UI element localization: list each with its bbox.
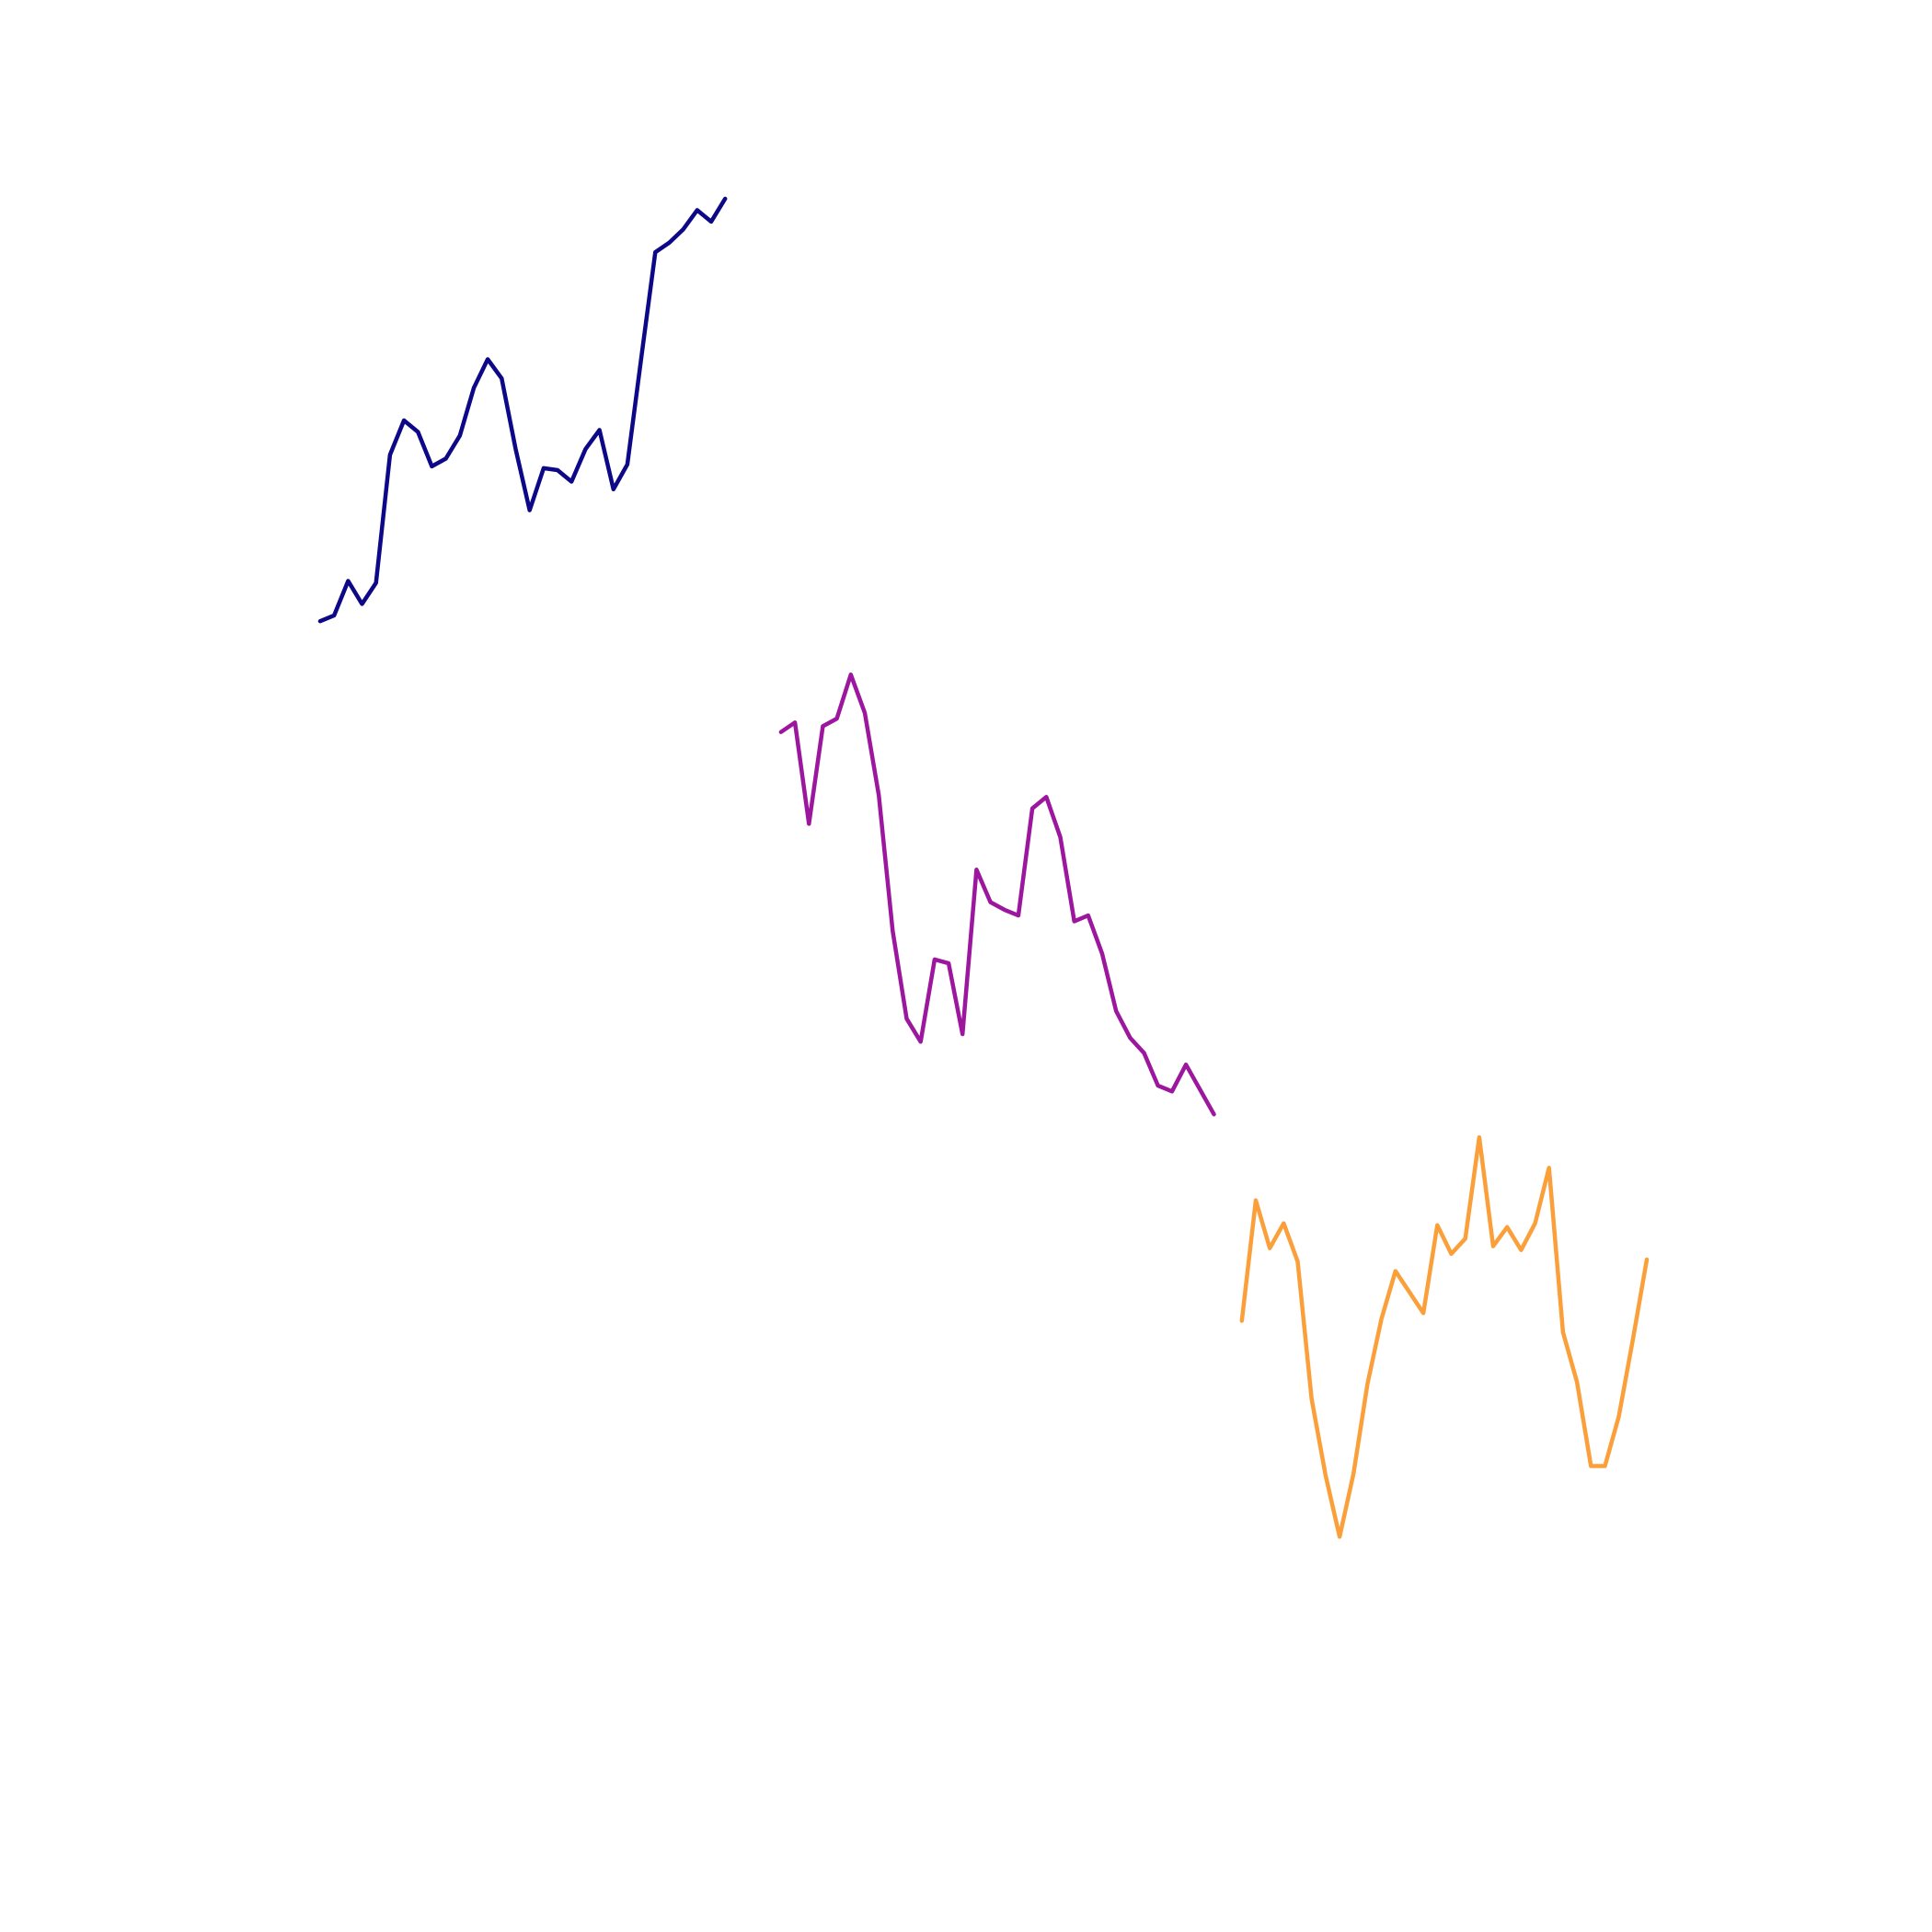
series-line-3 xyxy=(1239,1134,1650,1539)
series-line-2 xyxy=(778,673,1216,1117)
plot-area xyxy=(317,196,1650,1539)
series-line-1 xyxy=(317,196,728,624)
